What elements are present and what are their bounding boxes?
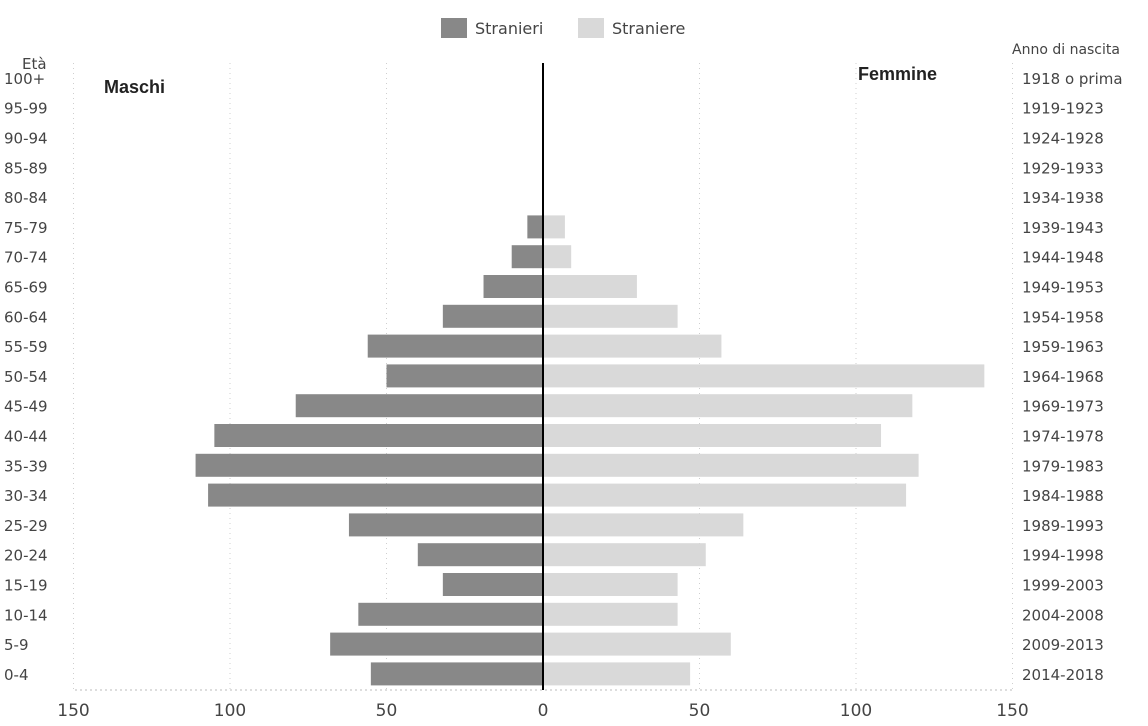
legend-swatch-stranieri [441,18,467,38]
bar-straniere-70-74 [543,245,572,269]
bar-straniere-20-24 [543,543,706,567]
age-tick-label: 50-54 [4,368,48,386]
birth-year-tick-label: 1989-1993 [1022,517,1104,535]
age-tick-label: 30-34 [4,487,48,505]
bar-stranieri-5-9 [330,632,543,656]
x-tick-label: 150 [996,701,1028,721]
bar-stranieri-15-19 [442,573,543,596]
bar-stranieri-60-64 [442,304,543,328]
x-tick-label: 150 [57,701,89,721]
age-tick-label: 75-79 [4,219,48,237]
bar-stranieri-0-4 [370,662,543,686]
birth-year-tick-label: 2014-2018 [1022,666,1104,684]
x-tick-label: 50 [376,701,398,721]
bars-group [195,215,985,686]
age-tick-label: 60-64 [4,308,48,326]
bar-stranieri-65-69 [483,275,543,298]
legend: Stranieri Straniere [441,18,685,38]
birth-year-tick-label: 1934-1938 [1022,189,1104,207]
age-tick-label: 90-94 [4,130,48,148]
age-tick-label: 5-9 [4,636,29,654]
bar-stranieri-50-54 [386,364,543,388]
legend-label-stranieri: Stranieri [475,19,543,38]
x-tick-label: 0 [538,701,549,721]
bar-stranieri-30-34 [208,483,543,507]
age-tick-label: 10-14 [4,606,48,624]
birth-year-tick-labels: 2014-2018 2009-2013 2004-2008 1999-2003 1994… [1022,70,1123,684]
males-label: Maschi [104,77,165,97]
birth-year-tick-label: 1949-1953 [1022,279,1104,297]
age-tick-label: 85-89 [4,159,48,177]
bar-straniere-30-34 [543,483,907,507]
bar-stranieri-20-24 [417,543,543,567]
birth-year-tick-label: 1918 o prima [1022,70,1123,88]
legend-label-straniere: Straniere [612,19,685,38]
bar-straniere-60-64 [543,304,678,328]
bar-straniere-65-69 [543,275,637,298]
birth-year-tick-label: 1964-1968 [1022,368,1104,386]
age-tick-label: 20-24 [4,547,48,565]
bar-stranieri-70-74 [511,245,543,269]
age-tick-label: 15-19 [4,577,48,595]
age-tick-label: 25-29 [4,517,48,535]
bar-straniere-15-19 [543,573,678,596]
bar-straniere-75-79 [543,215,565,239]
bar-straniere-55-59 [543,334,722,358]
age-tick-label: 55-59 [4,338,48,356]
birth-year-tick-label: 2004-2008 [1022,606,1104,624]
age-tick-label: 100+ [4,70,45,88]
age-tick-label: 35-39 [4,457,48,475]
bar-stranieri-10-14 [358,602,543,626]
x-tick-label: 100 [214,701,246,721]
birth-year-tick-label: 1984-1988 [1022,487,1104,505]
birth-year-tick-label: 2009-2013 [1022,636,1104,654]
birth-year-tick-label: 1954-1958 [1022,308,1104,326]
bar-stranieri-25-29 [348,513,543,537]
bar-straniere-45-49 [543,394,913,418]
age-tick-label: 80-84 [4,189,48,207]
bar-stranieri-45-49 [295,394,543,418]
x-tick-label: 50 [689,701,711,721]
age-tick-label: 70-74 [4,249,48,267]
legend-swatch-straniere [578,18,604,38]
birth-year-tick-label: 1959-1963 [1022,338,1104,356]
age-tick-label: 95-99 [4,100,48,118]
age-tick-label: 40-44 [4,428,48,446]
left-axis-title: Età [22,55,47,73]
bar-straniere-25-29 [543,513,744,537]
age-tick-labels: 0-4 5-9 10-14 15-19 20-24 25-29 30-34 35-39 40-4… [4,70,48,684]
birth-year-tick-label: 1979-1983 [1022,457,1104,475]
birth-year-tick-label: 1999-2003 [1022,577,1104,595]
bar-straniere-40-44 [543,424,882,447]
birth-year-tick-label: 1969-1973 [1022,398,1104,416]
age-tick-label: 45-49 [4,398,48,416]
x-tick-label: 100 [840,701,872,721]
bar-stranieri-35-39 [195,453,543,477]
bar-stranieri-75-79 [527,215,543,239]
bar-stranieri-40-44 [214,424,543,447]
birth-year-tick-label: 1929-1933 [1022,159,1104,177]
birth-year-tick-label: 1994-1998 [1022,547,1104,565]
birth-year-tick-label: 1944-1948 [1022,249,1104,267]
age-tick-label: 0-4 [4,666,29,684]
females-label: Femmine [858,64,937,84]
birth-year-tick-label: 1974-1978 [1022,428,1104,446]
bar-straniere-10-14 [543,602,678,626]
birth-year-tick-label: 1939-1943 [1022,219,1104,237]
bar-stranieri-55-59 [367,334,543,358]
age-tick-label: 65-69 [4,279,48,297]
birth-year-tick-label: 1924-1928 [1022,130,1104,148]
birth-year-tick-label: 1919-1923 [1022,100,1104,118]
bar-straniere-50-54 [543,364,985,388]
x-tick-labels: 150 100 50 0 50 100 150 [57,701,1028,721]
right-axis-title: Anno di nascita [1012,42,1120,58]
bar-straniere-5-9 [543,632,731,656]
bar-straniere-0-4 [543,662,691,686]
bar-straniere-35-39 [543,453,919,477]
